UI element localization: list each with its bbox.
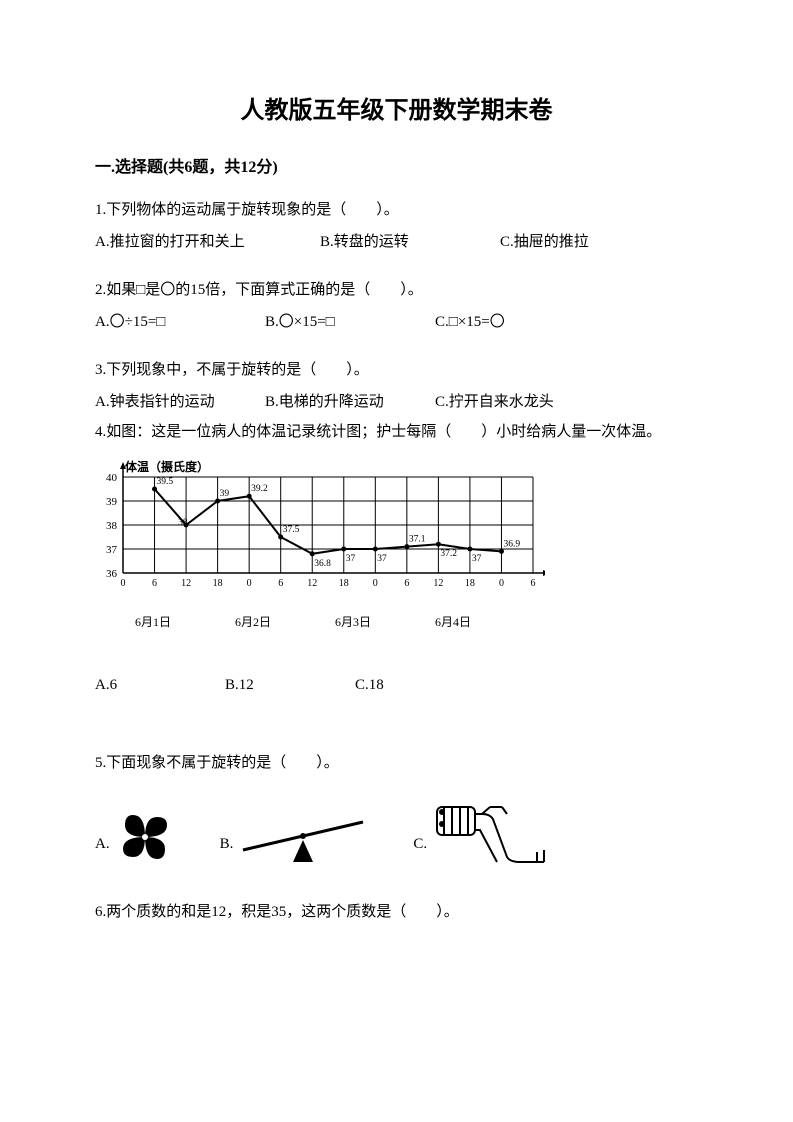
svg-text:12: 12 (307, 578, 317, 589)
svg-text:6: 6 (278, 578, 283, 589)
page-title: 人教版五年级下册数学期末卷 (95, 90, 698, 125)
chart-ylabel: 体温（摄氏度） (125, 455, 209, 479)
svg-text:36: 36 (106, 568, 118, 580)
chart-date-labels: 6月1日 6月2日 6月3日 6月4日 (95, 610, 698, 634)
question-3: 3.下列现象中，不属于旋转的是（ ）。 A.钟表指针的运动 B.电梯的升降运动 … (95, 355, 698, 417)
svg-text:6: 6 (404, 578, 409, 589)
svg-text:18: 18 (339, 578, 349, 589)
question-2: 2.如果□是〇的15倍，下面算式正确的是（ ）。 A.〇÷15=□ B.〇×15… (95, 275, 698, 337)
q5-opt-c-label: C. (413, 829, 427, 867)
q4-option-b: B.12 (225, 670, 355, 700)
question-1: 1.下列物体的运动属于旋转现象的是（ ）。 A.推拉窗的打开和关上 B.转盘的运… (95, 195, 698, 257)
slide-icon (432, 802, 552, 867)
pinwheel-icon (115, 807, 175, 867)
section-1-header: 一.选择题(共6题，共12分) (95, 153, 698, 177)
q3-option-b: B.电梯的升降运动 (265, 387, 425, 417)
q1-option-c: C.抽屉的推拉 (500, 227, 589, 257)
q2-option-b: B.〇×15=□ (265, 307, 425, 337)
chart-date-1: 6月1日 (135, 610, 235, 634)
svg-text:38: 38 (106, 520, 118, 532)
svg-text:12: 12 (181, 578, 191, 589)
svg-text:18: 18 (213, 578, 223, 589)
q1-option-a: A.推拉窗的打开和关上 (95, 227, 310, 257)
svg-text:0: 0 (121, 578, 126, 589)
svg-text:0: 0 (373, 578, 378, 589)
q4-option-a: A.6 (95, 670, 225, 700)
q5-option-c: C. (413, 802, 552, 867)
q3-option-c: C.拧开自来水龙头 (435, 387, 554, 417)
q2-text: 2.如果□是〇的15倍，下面算式正确的是（ ）。 (95, 275, 698, 305)
q4-text: 4.如图：这是一位病人的体温记录统计图；护士每隔（ ）小时给病人量一次体温。 (95, 417, 698, 447)
q2-option-c: C.□×15=〇 (435, 307, 505, 337)
svg-text:37: 37 (106, 544, 118, 556)
svg-text:39.2: 39.2 (251, 484, 268, 494)
q2-option-a: A.〇÷15=□ (95, 307, 255, 337)
svg-text:39: 39 (106, 496, 118, 508)
q5-text: 5.下面现象不属于旋转的是（ ）。 (95, 748, 698, 778)
q1-option-b: B.转盘的运转 (320, 227, 490, 257)
question-6: 6.两个质数的和是12，积是35，这两个质数是（ ）。 (95, 897, 698, 927)
svg-text:37: 37 (472, 554, 482, 564)
q5-option-b: B. (220, 812, 369, 867)
svg-text:6: 6 (152, 578, 157, 589)
chart-date-2: 6月2日 (235, 610, 335, 634)
q3-option-a: A.钟表指针的运动 (95, 387, 255, 417)
q4-option-c: C.18 (355, 670, 485, 700)
chart-date-3: 6月3日 (335, 610, 435, 634)
svg-text:6: 6 (531, 578, 536, 589)
svg-text:37: 37 (377, 554, 387, 564)
temperature-chart: 体温（摄氏度） 36373839400612180612180612180639… (95, 459, 698, 634)
q1-text: 1.下列物体的运动属于旋转现象的是（ ）。 (95, 195, 698, 225)
q6-text: 6.两个质数的和是12，积是35，这两个质数是（ ）。 (95, 897, 698, 927)
svg-text:38: 38 (178, 518, 188, 528)
q5-opt-b-label: B. (220, 829, 234, 867)
svg-text:0: 0 (499, 578, 504, 589)
svg-text:37.1: 37.1 (409, 535, 426, 545)
svg-text:12: 12 (433, 578, 443, 589)
svg-text:37.2: 37.2 (440, 549, 457, 559)
seesaw-icon (238, 812, 368, 867)
svg-text:39: 39 (220, 489, 230, 499)
svg-text:40: 40 (106, 472, 118, 484)
question-5: 5.下面现象不属于旋转的是（ ）。 A. B. (95, 748, 698, 867)
svg-text:36.9: 36.9 (503, 539, 520, 549)
svg-text:18: 18 (465, 578, 475, 589)
svg-text:37: 37 (346, 554, 356, 564)
svg-text:36.8: 36.8 (314, 559, 331, 569)
svg-text:37.5: 37.5 (283, 525, 300, 535)
q5-option-a: A. (95, 807, 175, 867)
q3-text: 3.下列现象中，不属于旋转的是（ ）。 (95, 355, 698, 385)
chart-date-4: 6月4日 (435, 610, 535, 634)
q5-opt-a-label: A. (95, 829, 110, 867)
question-4: 4.如图：这是一位病人的体温记录统计图；护士每隔（ ）小时给病人量一次体温。 体… (95, 417, 698, 700)
svg-text:0: 0 (247, 578, 252, 589)
